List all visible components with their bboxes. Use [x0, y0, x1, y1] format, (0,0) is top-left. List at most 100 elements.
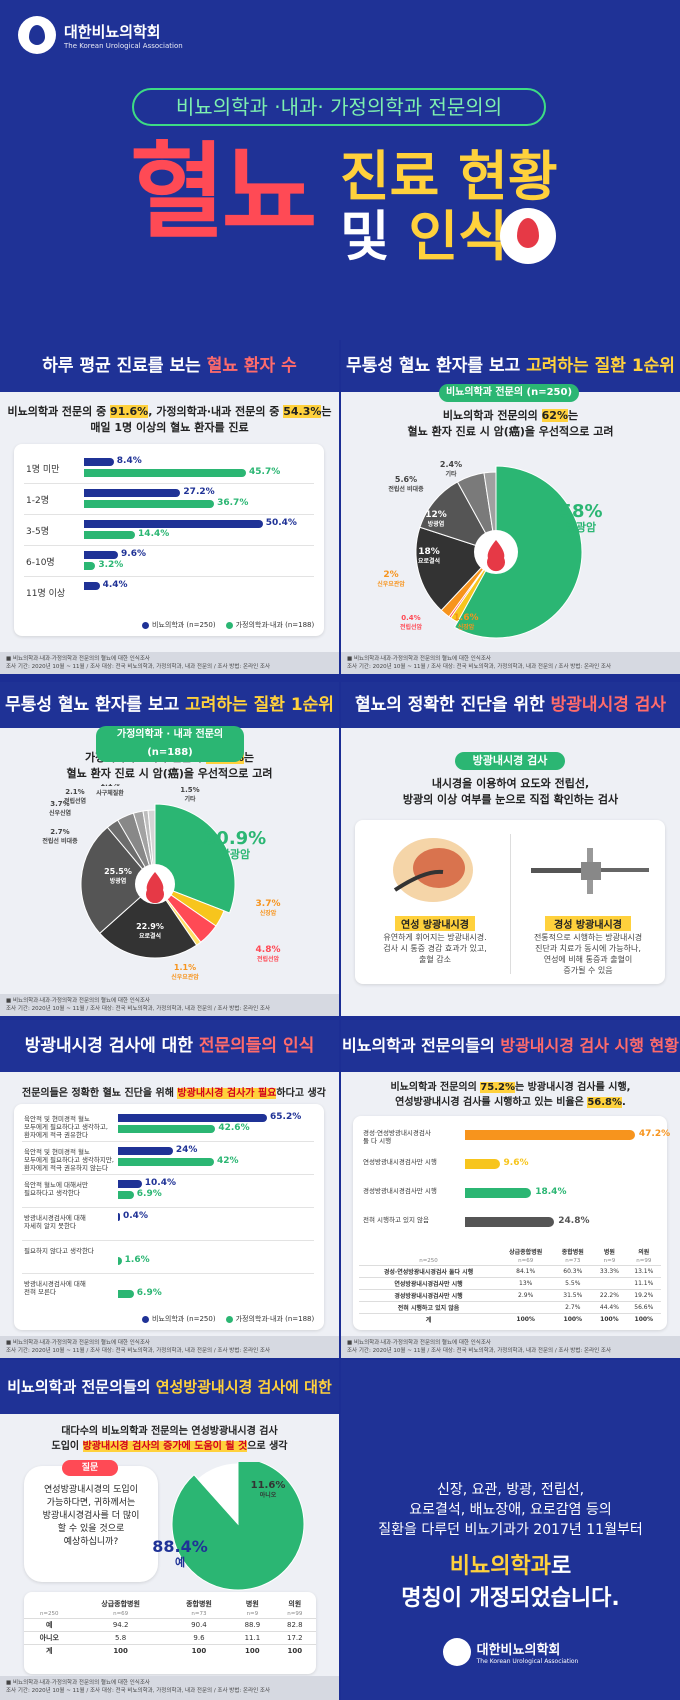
table-row: 계 100% 100% 100% 100% — [359, 1313, 661, 1326]
table-cell: 84.1% — [516, 1268, 536, 1275]
category-label: 3-5명 — [26, 527, 49, 537]
blood-drop-icon — [500, 208, 556, 264]
table-cell: 56.6% — [634, 1304, 654, 1311]
table-sub-cell: n=250 — [39, 1611, 59, 1617]
table-sub-cell: n=69 — [518, 1258, 534, 1264]
data-label-a: 4.4% — [102, 580, 128, 590]
s2-panel: 비뇨의학과 전문의 (n=250) 비뇨의학과 전문의의 62%는 혈뇨 환자 진… — [341, 384, 680, 652]
notice-logo[interactable]: 대한비뇨의학회 The Korean Urological Association — [341, 1638, 680, 1666]
bar-series-b — [84, 469, 247, 477]
category-label: 방광내시경검사에 대해 자세히 알지 못한다 — [24, 1214, 86, 1230]
data-label-b: 14.4% — [138, 529, 170, 539]
slice-value-label: 5.6% — [395, 475, 417, 484]
table-row: 전혀 시행하고 있지 않음 2.7% 44.4% 56.6% — [359, 1301, 661, 1314]
pie-slice — [453, 465, 583, 639]
footer-4a: ■ 비뇨의학과·내과·가정의학과 전문의의 혈뇨에 대한 인식조사 조사 기간: … — [0, 1676, 339, 1700]
table-cell: 17.2 — [286, 1634, 303, 1642]
slice-name-label: 아니오 — [260, 1491, 277, 1499]
s4-summary: 내시경을 이용하여 요도와 전립선, 방광의 이상 여부를 눈으로 직접 확인하는… — [402, 777, 619, 806]
table-cell: 100% — [516, 1316, 535, 1323]
table-cell: 88.9 — [244, 1621, 261, 1629]
data-label-b: 6.9% — [136, 1189, 162, 1199]
category-label: 육안적 및 현미경적 혈뇨 모두에게 필요하다고 생각하고, 환자에게 적극 권유한… — [24, 1115, 108, 1139]
table-cell: 계 — [425, 1317, 432, 1324]
table-cell: 22.2% — [599, 1292, 619, 1299]
chart3-pie: 30.9%방광암3.7%신장암4.8%전립선암1.1%신우요관암22.9%요로결… — [42, 784, 281, 981]
s4-divider — [510, 834, 511, 974]
table-cell: 5.5% — [565, 1280, 581, 1287]
table-cell: 경성·연성방광내시경검사 둘다 시행 — [383, 1269, 474, 1276]
category-label: 경성방광내시경검사만 시행 — [363, 1187, 437, 1195]
table-cell — [592, 1278, 626, 1290]
data-label-a: 50.4% — [265, 518, 297, 528]
table-sub-cell: n=73 — [565, 1258, 581, 1264]
data-label-a: 10.4% — [144, 1178, 176, 1188]
table-row: 경성·연성방광내시경검사 둘다 시행 84.1% 60.3% 33.3% 13.1% — [359, 1265, 661, 1278]
data-label-a: 27.2% — [183, 487, 215, 497]
s5-panel: 전문의들은 정확한 혈뇨 진단을 위해 방광내시경 검사가 필요하다고 생각 육… — [0, 1072, 339, 1336]
category-label: 전혀 시행하고 있지 않음 — [363, 1216, 429, 1224]
slice-name-label: 요로결석 — [418, 557, 440, 565]
table6: 상급종합병원 종합병원 병원 의원 n=250 n=69 n=73 n=9 n=99 경성·연성방… — [359, 1246, 661, 1325]
bar — [465, 1159, 500, 1169]
slice-value-label: 22.9% — [136, 922, 164, 931]
chart5-legend: 비뇨의학과 (n=250) 가정의학과·내과 (n=188) — [142, 1314, 314, 1324]
table-sub-cell: n=99 — [287, 1611, 303, 1617]
hero-title-line3: 및 인식 — [340, 205, 508, 268]
association-emblem-icon — [18, 16, 56, 54]
data-label-a: 8.4% — [116, 456, 142, 466]
s7-summary: 대다수의 비뇨의학과 전문의는 연성방광내시경 검사 도입이 방광내시경 검사의 … — [51, 1426, 288, 1452]
org-logo[interactable]: 대한비뇨의학회 The Korean Urological Association — [18, 16, 183, 54]
bar-series-b — [118, 1158, 214, 1166]
data-label-a: 0.4% — [123, 1211, 148, 1221]
data-label-b: 1.6% — [124, 1255, 150, 1265]
bar-series-b — [118, 1290, 134, 1298]
category-label: 경성·연성방광내시경검사 둘 다 시행 — [363, 1129, 431, 1145]
table-cell: 100% — [634, 1316, 654, 1323]
data-label: 18.4% — [535, 1187, 567, 1197]
table-row: 아니오 5.8 9.6 11.1 17.2 — [24, 1631, 316, 1645]
rigid-title: 경성 방광내시경 — [545, 916, 631, 931]
slice-value-label: 3.7% — [50, 800, 69, 808]
slice-value-label: 3.7% — [256, 899, 281, 909]
slice-name-label: 신장암 — [458, 623, 475, 631]
slice-name-label: 기타 — [445, 470, 457, 478]
slice-name-label: 사구체질환 — [96, 789, 124, 797]
slice-value-label: 2.7% — [50, 828, 69, 836]
data-label: 24.8% — [558, 1216, 590, 1226]
bar-series-a — [118, 1147, 173, 1155]
chart7-pie: 88.4%예 11.6%아니오 — [152, 1462, 305, 1591]
pie-slice — [99, 883, 198, 959]
slice-name-label: 방광암 — [220, 847, 250, 861]
notice-panel: 신장, 요관, 방광, 전립선, 요로결석, 배뇨장애, 요로감염 등의 질환을 다… — [341, 1360, 680, 1700]
blood-drop-icon — [146, 872, 165, 904]
data-label-b: 45.7% — [249, 467, 281, 477]
table-row: 경성방광내시경검사만 시행 2.9% 31.5% 22.2% 19.2% — [359, 1289, 661, 1302]
table-cell: 13.1% — [634, 1268, 654, 1275]
flex-title: 연성 방광내시경 — [395, 916, 475, 931]
bar-series-b — [118, 1191, 134, 1199]
org-name-en: The Korean Urological Association — [476, 1658, 579, 1665]
s2-summary: 비뇨의학과 전문의의 62%는 혈뇨 환자 진료 시 암(癌)을 우선적으로 고려 — [407, 409, 614, 438]
table-sub-cell: n=9 — [603, 1258, 616, 1264]
rigid-desc: 전통적으로 시행하는 방광내시경 진단과 치료가 동시에 가능하나, 연성에 비해 … — [533, 933, 643, 975]
table-cell: 예 — [46, 1621, 53, 1629]
chart1-card: 1명 미만 8.4% 45.7% 1-2명 27.2% 36.7% 3-5명 50.4% 14.… — [14, 444, 324, 636]
chart1-plot: 1명 미만 8.4% 45.7% 1-2명 27.2% 36.7% 3-5명 50.4% 14.… — [14, 444, 324, 614]
table-header-cell — [24, 1598, 74, 1610]
hero-title-line2: 진료 현황 — [340, 145, 558, 208]
table-cell: 100 — [191, 1647, 207, 1655]
data-label: 47.2% — [638, 1129, 671, 1139]
bar-series-a — [84, 458, 114, 466]
bar-series-b — [118, 1257, 122, 1265]
table-cell: 44.4% — [599, 1304, 619, 1311]
row-divider — [22, 1240, 314, 1241]
bar-series-a — [118, 1213, 120, 1221]
table-cell: 전혀 시행하고 있지 않음 — [397, 1305, 460, 1312]
table-cell: 100% — [563, 1316, 583, 1323]
org-name-ko: 대한비뇨의학회 — [64, 22, 161, 41]
bar-series-a — [84, 520, 263, 528]
footer-3a: ■ 비뇨의학과·내과·가정의학과 전문의의 혈뇨에 대한 인식조사 조사 기간: … — [0, 1336, 339, 1358]
slice-name-label: 방광염 — [428, 520, 445, 528]
table-header-cell: 의원 — [288, 1600, 302, 1608]
